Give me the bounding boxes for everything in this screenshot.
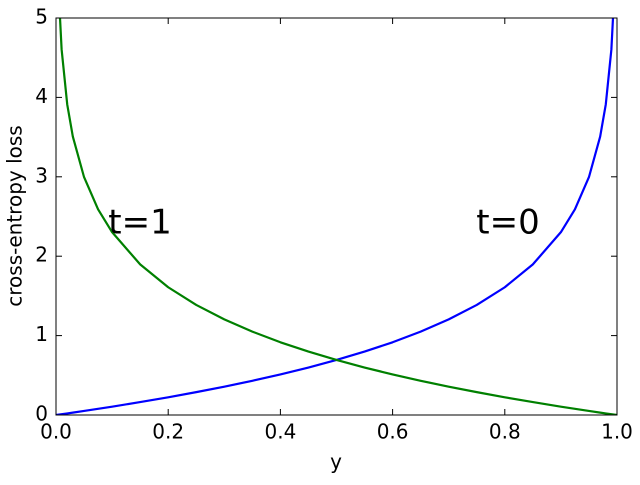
x-tick-label: 0.8 xyxy=(489,420,521,444)
x-tick-label: 0.2 xyxy=(152,420,184,444)
y-tick-label: 4 xyxy=(35,84,48,108)
y-axis-label: cross-entropy loss xyxy=(3,125,27,306)
x-axis-label: y xyxy=(330,450,342,474)
annotation: t=0 xyxy=(476,203,539,243)
line-series xyxy=(58,18,617,415)
plot-frame xyxy=(55,17,618,416)
x-tick-label: 0.4 xyxy=(264,420,296,444)
plot-area xyxy=(56,18,617,415)
y-tick-label: 2 xyxy=(35,243,48,267)
line-series xyxy=(56,18,615,415)
x-tick-label: 0.0 xyxy=(40,420,72,444)
y-tick-label: 0 xyxy=(35,402,48,426)
x-tick-label: 1.0 xyxy=(601,420,633,444)
y-tick-label: 5 xyxy=(35,5,48,29)
y-tick-label: 1 xyxy=(35,322,48,346)
y-tick-label: 3 xyxy=(35,163,48,187)
x-tick-label: 0.6 xyxy=(377,420,409,444)
annotation: t=1 xyxy=(108,203,171,243)
